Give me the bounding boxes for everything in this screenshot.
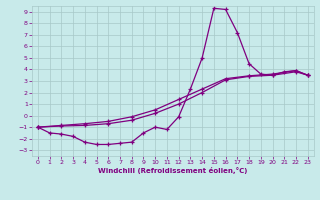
X-axis label: Windchill (Refroidissement éolien,°C): Windchill (Refroidissement éolien,°C) bbox=[98, 167, 247, 174]
